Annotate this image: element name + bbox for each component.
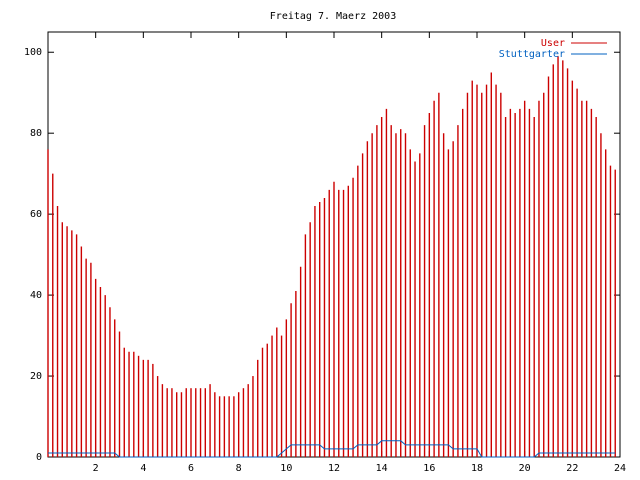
y-tick-label: 100 [24,47,42,58]
y-tick-label: 80 [30,128,42,139]
x-tick-label: 22 [566,463,578,474]
y-tick-label: 20 [30,371,42,382]
legend-label: User [541,38,565,49]
x-tick-label: 14 [376,463,388,474]
legend-label: Stuttgarter [499,49,565,60]
x-tick-label: 6 [188,463,194,474]
x-tick-label: 10 [280,463,292,474]
x-tick-label: 8 [236,463,242,474]
x-tick-label: 4 [140,463,146,474]
x-tick-label: 2 [93,463,99,474]
x-tick-label: 24 [614,463,626,474]
y-tick-label: 40 [30,290,42,301]
x-tick-label: 18 [471,463,483,474]
y-tick-label: 60 [30,209,42,220]
chart-title: Freitag 7. Maerz 2003 [270,11,396,22]
x-tick-label: 12 [328,463,340,474]
line [48,440,616,458]
x-tick-label: 20 [519,463,531,474]
y-tick-label: 0 [36,452,42,463]
x-tick-label: 16 [423,463,435,474]
